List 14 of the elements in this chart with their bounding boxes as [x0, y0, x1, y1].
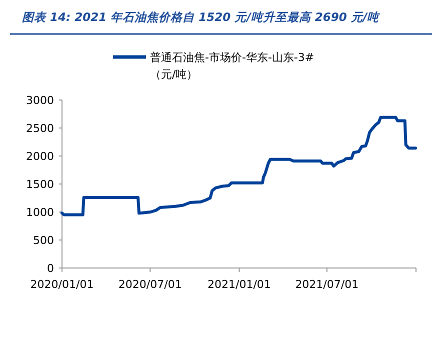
- line-series: [60, 116, 418, 216]
- x-tick-label: 2021/07/01: [295, 278, 359, 291]
- x-tick-label: 2021/01/01: [208, 278, 271, 291]
- y-tick-label: 3000: [26, 94, 54, 107]
- x-tick-label: 2020/07/01: [118, 278, 182, 291]
- y-tick-label: 1500: [26, 178, 54, 191]
- y-tick-label: 500: [33, 234, 54, 247]
- x-tick-label: 2020/01/01: [30, 278, 94, 291]
- y-tick-label: 2000: [26, 150, 54, 163]
- y-tick-label: 2500: [26, 122, 54, 135]
- legend-label: 普通石油焦-市场价-华东-山东-3# （元/吨）: [150, 51, 314, 81]
- y-tick-label: 0: [47, 262, 54, 275]
- y-tick-label: 1000: [26, 206, 54, 219]
- chart-title: 图表 14: 2021 年石油焦价格自 1520 元/吨升至最高 2690 元/吨: [22, 10, 382, 24]
